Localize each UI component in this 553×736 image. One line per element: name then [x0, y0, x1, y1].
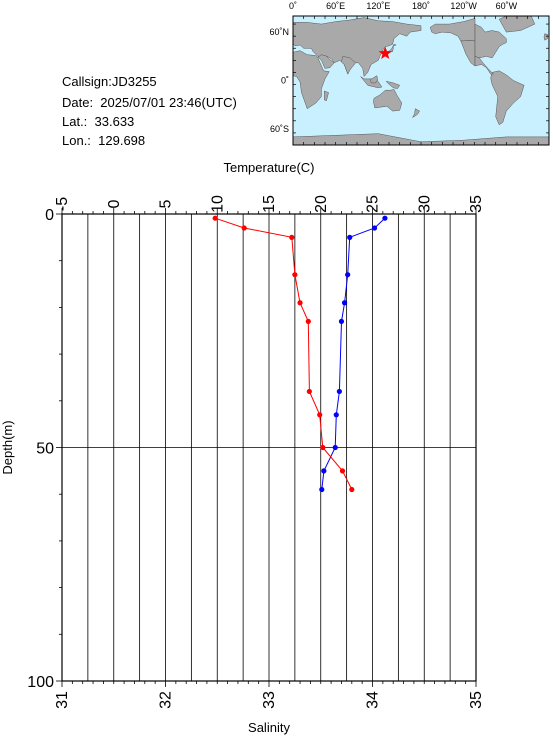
temperature-tick-label: 30 [416, 195, 433, 213]
map-lon-label: 60˚E [326, 1, 345, 11]
temperature-axis-label: Temperature(C) [223, 160, 314, 175]
temperature-tick-label: 5 [158, 199, 175, 208]
callsign-text: Callsign:JD3255 [62, 74, 157, 89]
salinity-data-point [317, 412, 323, 418]
salinity-data-point [305, 318, 311, 325]
temperature-data-point [336, 388, 342, 395]
land-uk [543, 33, 548, 41]
land-borneo [370, 75, 378, 84]
salinity-data-point [339, 468, 346, 474]
land-india [341, 56, 356, 75]
salinity-axis-label: Salinity [248, 720, 290, 735]
temperature-data-point [319, 486, 325, 493]
station-marker [378, 46, 392, 59]
map-lon-label: 180˚ [412, 1, 430, 11]
land-australia [373, 89, 403, 112]
depth-tick-label: 0 [45, 207, 54, 224]
temperature-data-point [332, 444, 338, 451]
land-africa [292, 50, 330, 110]
temperature-data-point [341, 300, 348, 306]
date-text: Date: 2025/07/01 23:46(UTC) [62, 95, 237, 110]
temperature-tick-label: 35 [468, 195, 485, 213]
temperature-data-point [382, 215, 388, 221]
map-lon-label: 120˚W [450, 1, 477, 11]
salinity-data-point [292, 272, 298, 278]
salinity-data-point [289, 234, 295, 240]
location-map: 0˚ 60˚E 120˚E 180˚ 120˚W 60˚W 60˚N 0˚ 60˚S [269, 1, 550, 146]
temperature-tick-label: 0 [106, 199, 123, 208]
land-madagascar [324, 90, 329, 102]
temperature-data-point [321, 468, 327, 474]
temperature-data-point [347, 234, 353, 240]
temperature-tick-label: -5 [54, 197, 71, 211]
salinity-data-point [349, 486, 355, 493]
salinity-data-point [297, 300, 303, 306]
map-lon-label: 120˚E [366, 1, 390, 11]
depth-tick-label: 100 [27, 674, 54, 691]
map-lat-label: 0˚ [281, 76, 289, 86]
longitude-text: Lon.: 129.698 [62, 133, 146, 148]
salinity-tick-label: 33 [261, 691, 278, 709]
temperature-data-point [338, 318, 345, 325]
salinity-tick-label: 34 [365, 691, 382, 709]
depth-tick-label: 50 [36, 441, 54, 458]
temperature-data-point [371, 225, 378, 231]
map-lon-label: 0˚ [289, 1, 297, 11]
temperature-tick-label: 25 [365, 195, 382, 213]
land-new-zealand [411, 108, 420, 119]
map-lat-label: 60˚S [270, 124, 289, 134]
salinity-data-point [241, 225, 247, 231]
map-lat-label: 60˚N [269, 27, 289, 37]
salinity-tick-label: 35 [468, 691, 485, 709]
salinity-tick-label: 32 [158, 691, 175, 709]
temperature-data-point [333, 412, 339, 418]
land-south-america [490, 70, 525, 126]
salinity-tick-label: 31 [54, 691, 71, 709]
latitude-text: Lat.: 33.633 [62, 114, 135, 129]
land-new-guinea [385, 80, 401, 89]
salinity-data-point [320, 444, 326, 451]
land-arabia [317, 54, 335, 69]
temperature-data-point [345, 272, 351, 278]
salinity-data-point [212, 215, 218, 221]
salinity-data-point [306, 388, 312, 395]
land-north-america-east [474, 23, 507, 59]
depth-axis-label: Depth(m) [0, 420, 15, 474]
temperature-tick-label: 10 [209, 195, 226, 213]
temperature-tick-label: 15 [261, 195, 278, 213]
land-europe-asia [292, 17, 422, 78]
map-lon-label: 60˚W [496, 1, 518, 11]
temperature-tick-label: 20 [313, 195, 330, 213]
